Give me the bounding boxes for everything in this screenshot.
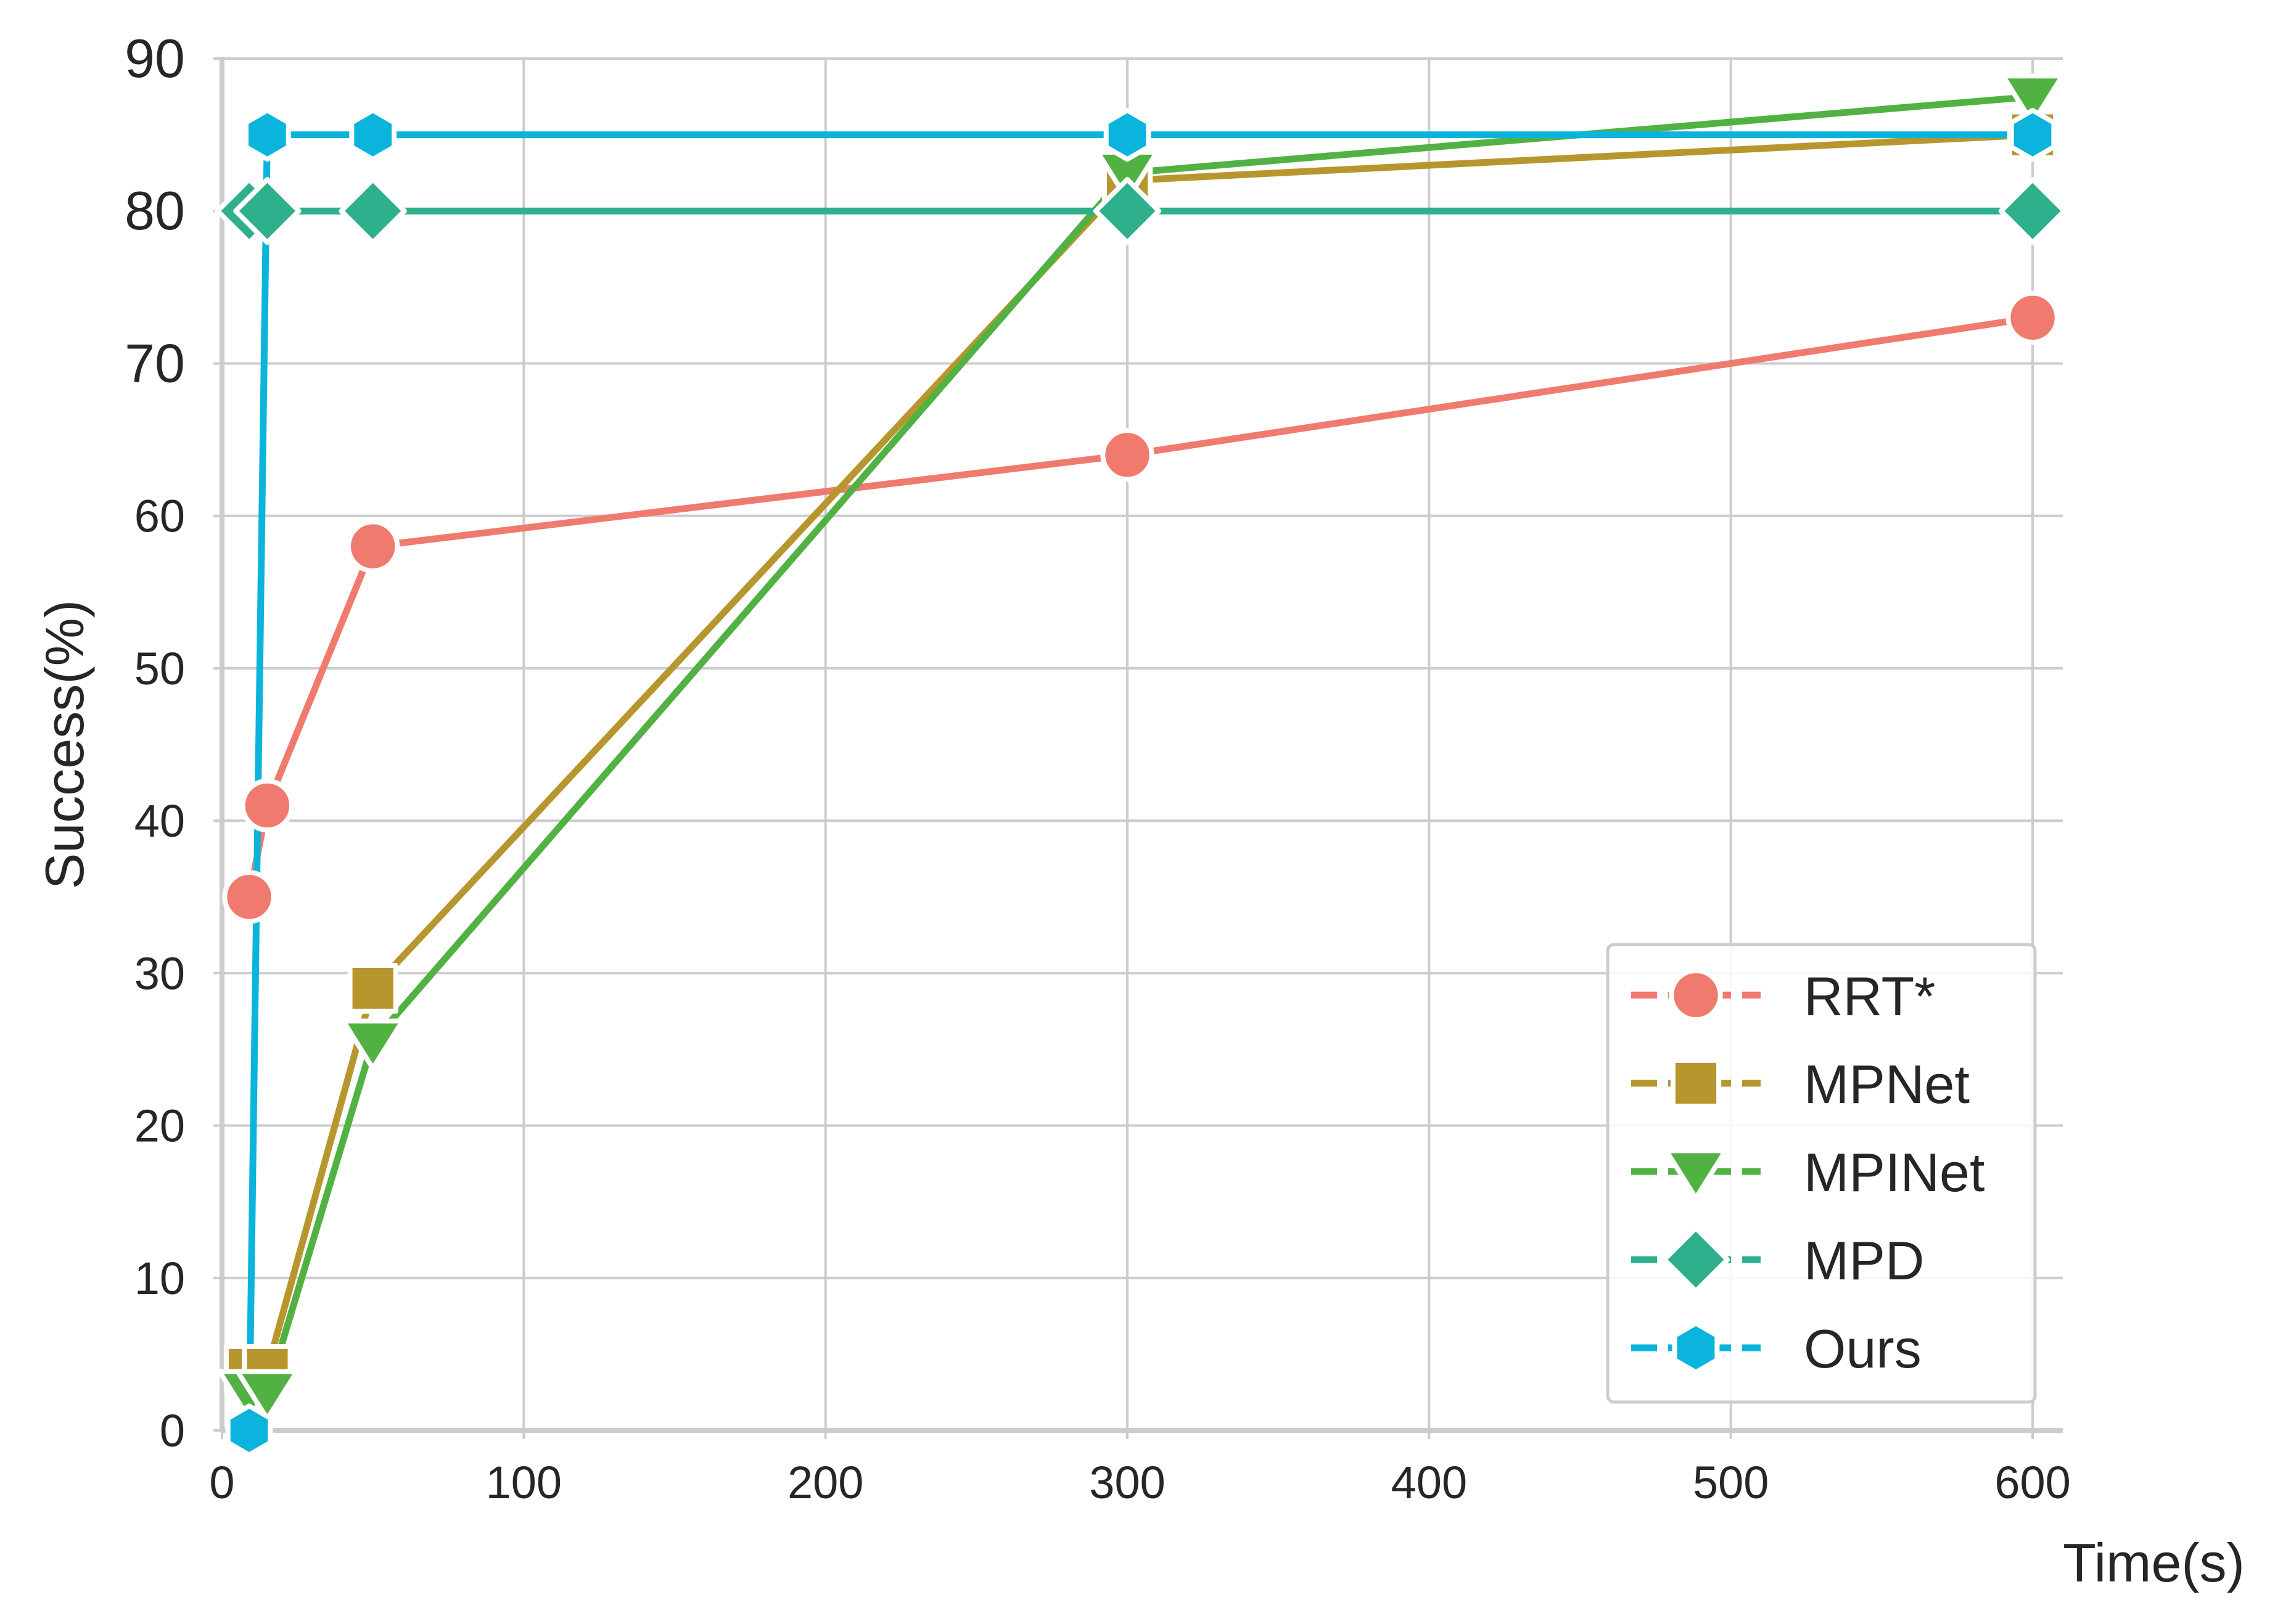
data-point-4 <box>244 107 291 162</box>
y-tick-label: 80 <box>125 180 185 241</box>
series-line-0 <box>245 314 2036 901</box>
y-tick-label: 10 <box>134 1253 185 1304</box>
data-point-0 <box>240 778 295 833</box>
data-point-3 <box>339 177 407 245</box>
data-point-2 <box>2001 73 2065 126</box>
y-tick-label: 40 <box>134 795 185 847</box>
y-tick-label: 60 <box>134 491 185 542</box>
data-point-0 <box>345 519 400 573</box>
data-point-0 <box>2005 290 2060 345</box>
y-tick-label: 20 <box>134 1101 185 1152</box>
legend-marker-3 <box>1661 1225 1730 1294</box>
legend-label-3: MPD <box>1804 1230 1925 1291</box>
legend-marker-2 <box>1664 1148 1728 1201</box>
x-tick-label: 400 <box>1391 1457 1467 1508</box>
legend-label-0: RRT* <box>1804 966 1936 1027</box>
x-tick-label: 0 <box>209 1457 234 1508</box>
x-tick-label: 300 <box>1089 1457 1165 1508</box>
x-axis-label: Time(s) <box>2063 1532 2245 1593</box>
data-point-0 <box>222 870 276 924</box>
y-tick-label: 30 <box>134 948 185 999</box>
y-axis-label: Success(%) <box>34 600 95 889</box>
data-point-3 <box>233 177 302 245</box>
legend-label-2: MPINet <box>1804 1142 1984 1203</box>
legend-marker-4 <box>1672 1321 1720 1375</box>
legend-label-4: Ours <box>1804 1318 1922 1379</box>
data-point-1 <box>347 962 398 1014</box>
x-tick-label: 600 <box>1994 1457 2070 1508</box>
data-point-4 <box>225 1403 273 1458</box>
data-point-3 <box>1093 177 1162 245</box>
y-tick-label: 50 <box>134 643 185 694</box>
data-point-4 <box>2009 107 2057 162</box>
data-point-2 <box>340 1018 405 1071</box>
data-point-4 <box>349 107 397 162</box>
tick-labels: 0 100 200 300 400 500 600 0 10 20 30 40 50 60 70 80 90 <box>125 28 2071 1508</box>
y-tick-label: 0 <box>160 1405 185 1456</box>
data-point-2 <box>235 1369 300 1422</box>
x-tick-label: 100 <box>486 1457 562 1508</box>
axes <box>213 57 2063 1439</box>
legend-marker-0 <box>1669 968 1723 1022</box>
legend-marker-1 <box>1670 1057 1722 1109</box>
data-point-4 <box>1103 107 1151 162</box>
data-point-0 <box>1100 428 1154 482</box>
x-tick-label: 200 <box>788 1457 863 1508</box>
legend: RRT* MPNet MPINet MPD Ours <box>1606 943 2037 1404</box>
y-tick-label: 90 <box>125 28 185 89</box>
y-tick-label: 70 <box>125 332 185 393</box>
series-markers <box>215 73 2067 1458</box>
x-tick-label: 500 <box>1693 1457 1769 1508</box>
legend-label-1: MPNet <box>1804 1054 1970 1115</box>
data-point-3 <box>1998 177 2067 245</box>
